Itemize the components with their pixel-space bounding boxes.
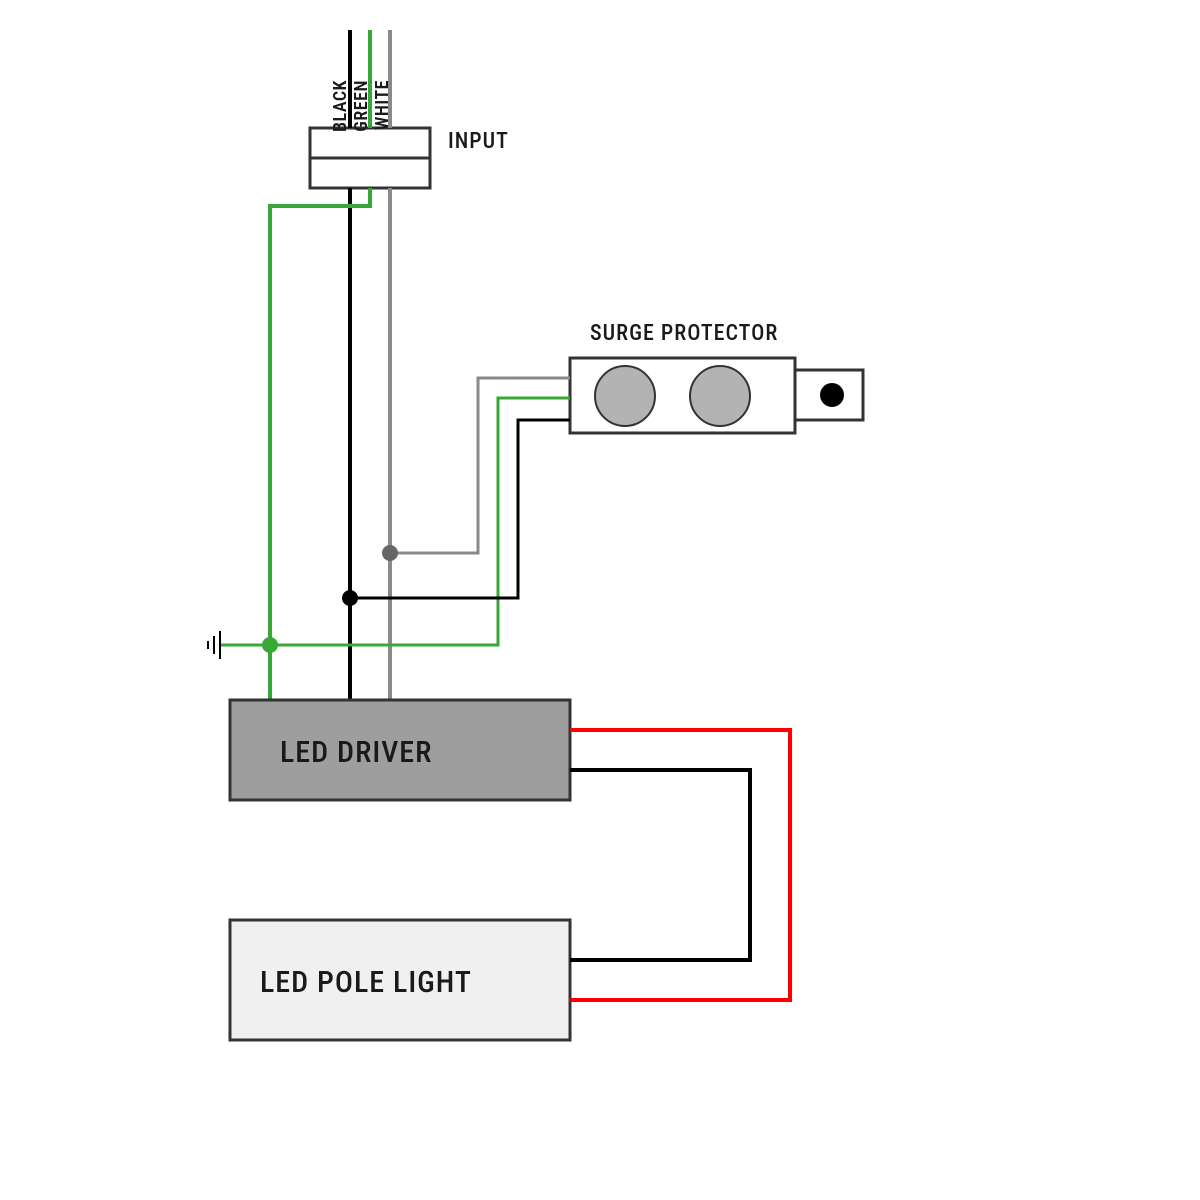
input-connector	[310, 128, 430, 188]
surge-circle-2	[690, 366, 750, 426]
label-led-pole-light: LED POLE LIGHT	[260, 965, 472, 1000]
ground-symbol	[208, 631, 270, 659]
surge-circle-1	[595, 366, 655, 426]
label-input: INPUT	[448, 129, 509, 154]
label-wire-white: WHITE	[372, 80, 393, 130]
label-wire-black: BLACK	[330, 80, 351, 132]
node-black	[342, 590, 358, 606]
wire-green-to-surge	[270, 398, 570, 645]
wiring-diagram: BLACK GREEN WHITE INPUT LED DRIVER LED P…	[0, 0, 1200, 1200]
surge-tab-dot	[820, 383, 844, 407]
wire-black-to-surge	[350, 420, 570, 598]
node-white	[382, 545, 398, 561]
label-wire-green: GREEN	[351, 80, 372, 132]
surge-protector	[570, 358, 863, 433]
wire-green-main	[270, 188, 370, 700]
wire-white-to-surge	[390, 378, 570, 553]
label-led-driver: LED DRIVER	[280, 735, 432, 770]
wire-output-black	[570, 770, 750, 960]
label-surge-protector: SURGE PROTECTOR	[590, 321, 778, 346]
